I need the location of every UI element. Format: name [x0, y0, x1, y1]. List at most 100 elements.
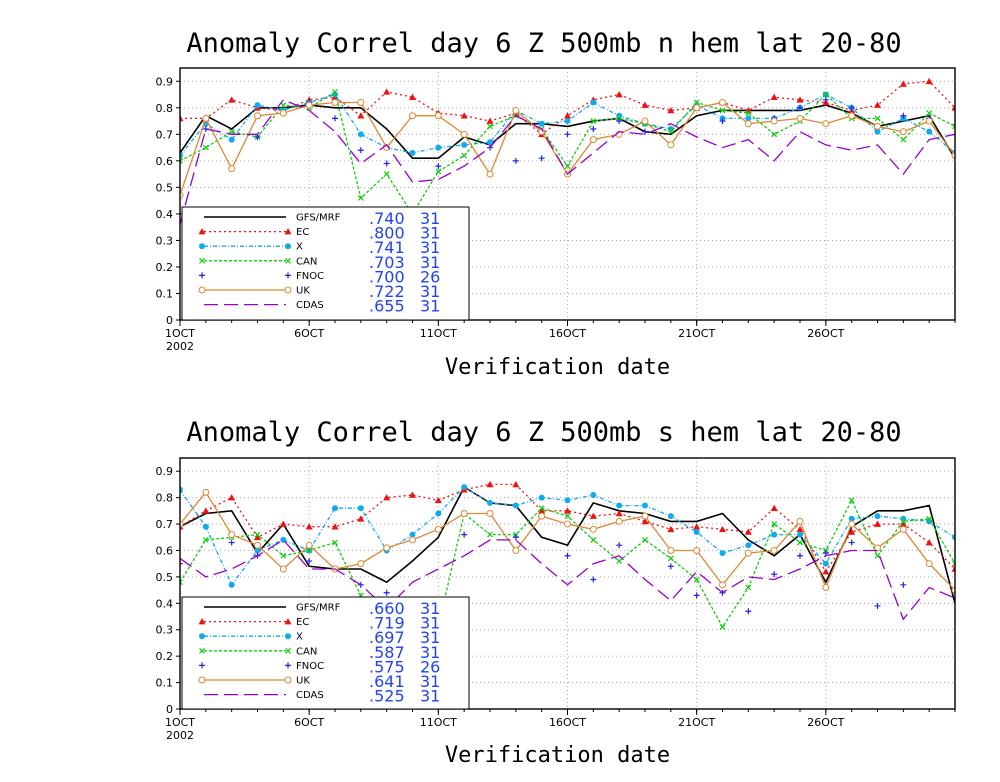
- data-point-uk: [279, 109, 287, 117]
- legend-entry-x: X .741 31: [199, 238, 440, 257]
- plot-frame: [179, 457, 956, 710]
- data-point-x: [202, 523, 209, 530]
- data-point-uk: [667, 546, 675, 554]
- data-point-ec: [770, 504, 778, 511]
- legend-marker: [285, 662, 291, 669]
- data-point-uk: [822, 583, 830, 591]
- y-tick-label: 0.6: [156, 155, 174, 168]
- data-point-uk: [254, 112, 261, 120]
- data-point-uk: [434, 112, 442, 120]
- x-tick-label: 16OCT: [549, 327, 586, 340]
- data-point-can: [332, 88, 338, 95]
- data-point-uk: [180, 191, 184, 199]
- data-point-uk: [254, 541, 261, 549]
- y-tick-label: 0.5: [156, 571, 174, 584]
- data-point-can: [926, 515, 933, 522]
- data-point-x: [512, 502, 519, 509]
- data-point-x: [538, 120, 545, 127]
- data-point-x: [926, 128, 933, 135]
- data-point-ec: [180, 114, 184, 122]
- data-point-can: [180, 579, 183, 586]
- data-point-x: [642, 502, 648, 509]
- legend-marker: [284, 618, 292, 625]
- legend-series-name: FNOC: [296, 661, 324, 672]
- data-point-x: [874, 513, 881, 520]
- legend-entry-gfs-mrf: GFS/MRF .660 31: [204, 599, 440, 618]
- data-point-ec: [641, 517, 649, 525]
- data-point-fnoc: [512, 157, 519, 164]
- legend-marker: [198, 286, 206, 294]
- y-axis: 0 0.1 0.2 0.3 0.4 0.5 0.6 0.7 0.8 0.9: [156, 75, 180, 327]
- legend-score: .587: [369, 643, 405, 662]
- data-point-uk: [848, 112, 856, 120]
- legend-score: .655: [369, 297, 405, 316]
- data-point-x: [616, 502, 623, 509]
- data-point-fnoc: [616, 118, 623, 125]
- data-point-x: [745, 542, 752, 549]
- data-point-can: [745, 584, 752, 591]
- data-point-x: [254, 102, 261, 109]
- data-point-x: [487, 499, 493, 506]
- y-tick-label: 0.9: [156, 75, 174, 88]
- data-point-can: [900, 136, 907, 143]
- legend-count: 26: [420, 657, 440, 676]
- data-point-ec: [357, 515, 365, 522]
- legend-marker: [199, 647, 205, 654]
- data-point-uk: [383, 544, 391, 552]
- data-point-can: [332, 539, 338, 546]
- legend-score: .800: [369, 224, 405, 243]
- legend-count: 31: [420, 614, 440, 633]
- y-tick-label: 0.2: [156, 261, 174, 274]
- data-point-can: [280, 552, 287, 559]
- data-point-can: [280, 102, 287, 109]
- y-tick-label: 0.4: [156, 597, 174, 610]
- legend-score: .722: [369, 282, 405, 301]
- data-point-uk: [925, 560, 933, 568]
- data-point-x: [874, 128, 881, 135]
- data-point-fnoc: [383, 589, 390, 596]
- data-point-uk: [641, 117, 649, 125]
- data-point-uk: [796, 517, 804, 525]
- data-point-can: [435, 168, 442, 175]
- legend-series-name: GFS/MRF: [296, 213, 341, 224]
- data-point-uk: [951, 586, 955, 594]
- series-fnoc: [180, 96, 933, 217]
- data-point-can: [180, 157, 183, 164]
- data-point-fnoc: [745, 608, 752, 615]
- data-point-uk: [770, 546, 778, 554]
- legend-marker: [198, 618, 206, 625]
- y-tick-label: 0.6: [156, 544, 174, 557]
- legend-marker: [285, 633, 291, 640]
- data-point-ec: [796, 96, 804, 103]
- data-point-ec: [899, 520, 907, 527]
- data-point-ec: [667, 525, 675, 533]
- data-point-ec: [305, 523, 313, 530]
- data-point-can: [202, 536, 209, 543]
- data-point-can: [719, 107, 726, 114]
- data-point-x: [357, 131, 364, 138]
- data-point-x: [435, 510, 442, 517]
- data-point-fnoc: [332, 115, 338, 122]
- y-tick-label: 0.3: [156, 624, 174, 637]
- data-point-can: [383, 171, 390, 178]
- x-tick-label: 21OCT: [678, 716, 715, 729]
- legend-series-name: X: [296, 632, 303, 643]
- x-tick-label: 26OCT: [807, 327, 844, 340]
- data-point-uk: [589, 136, 597, 144]
- data-point-fnoc: [564, 552, 571, 559]
- legend-score: .697: [369, 628, 405, 647]
- data-point-ec: [925, 539, 933, 546]
- data-point-ec: [538, 507, 546, 514]
- data-point-x: [409, 149, 416, 156]
- legend-entry-fnoc: FNOC .700 26: [199, 267, 440, 286]
- data-point-can: [642, 536, 648, 543]
- legend-count: 31: [420, 209, 440, 228]
- data-point-uk: [719, 581, 726, 589]
- data-point-x: [797, 531, 803, 538]
- data-point-can: [254, 531, 261, 538]
- legend-series-name: UK: [296, 286, 310, 297]
- y-tick-label: 0: [166, 314, 173, 327]
- data-point-x: [564, 497, 571, 504]
